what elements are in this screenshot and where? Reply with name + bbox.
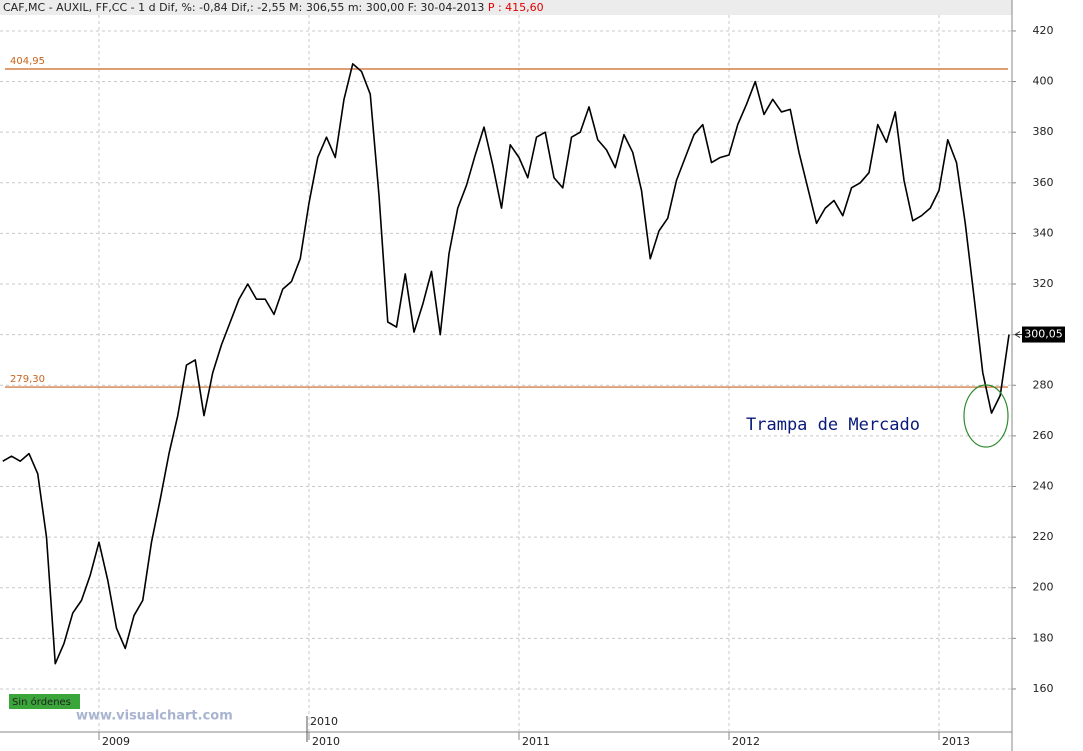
y-tick-label: 180	[1033, 631, 1054, 644]
period-marker-label: 2010	[310, 715, 338, 728]
x-tick-label: 2010	[312, 735, 340, 748]
status-badge: Sin órdenes	[12, 696, 71, 708]
x-tick-label: 2013	[942, 735, 970, 748]
plot-area: 404,95 279,30	[0, 15, 1012, 732]
x-tick-label: 2011	[522, 735, 550, 748]
y-tick-label: 360	[1033, 176, 1054, 189]
y-tick-label: 340	[1033, 226, 1054, 239]
y-tick-label: 240	[1033, 480, 1054, 493]
header: CAF,MC - AUXIL, FF,CC - 1 d Dif, %: -0,8…	[3, 1, 544, 14]
status-badge-box	[9, 694, 80, 709]
watermark: www.visualchart.com	[76, 709, 233, 724]
y-tick-label: 200	[1033, 581, 1054, 594]
y-tick-label: 380	[1033, 125, 1054, 138]
y-tick-label: 420	[1033, 24, 1054, 37]
x-tick-label: 2009	[102, 735, 130, 748]
reference-label: 279,30	[10, 374, 45, 385]
y-tick-label: 220	[1033, 530, 1054, 543]
header-bar	[0, 0, 1012, 15]
header-title: CAF,MC - AUXIL, FF,CC - 1 d Dif, %: -0,8…	[3, 1, 484, 14]
x-tick-label: 2012	[732, 735, 760, 748]
y-tick-label: 400	[1033, 75, 1054, 88]
y-tick-label: 320	[1033, 277, 1054, 290]
reference-label: 404,95	[10, 56, 45, 67]
annotation: Trampa de Mercado	[746, 415, 920, 435]
price-note: P : 415,60	[488, 1, 544, 14]
highlight-ellipse	[963, 384, 1009, 448]
price-line	[2, 63, 1010, 665]
last-value-arrow	[1014, 331, 1022, 338]
y-tick-label: 160	[1033, 682, 1054, 695]
y-tick-label: 280	[1033, 378, 1054, 391]
last-value-label: 300,05	[1024, 328, 1063, 341]
last-value-box	[1022, 326, 1065, 343]
y-tick-label: 260	[1033, 429, 1054, 442]
